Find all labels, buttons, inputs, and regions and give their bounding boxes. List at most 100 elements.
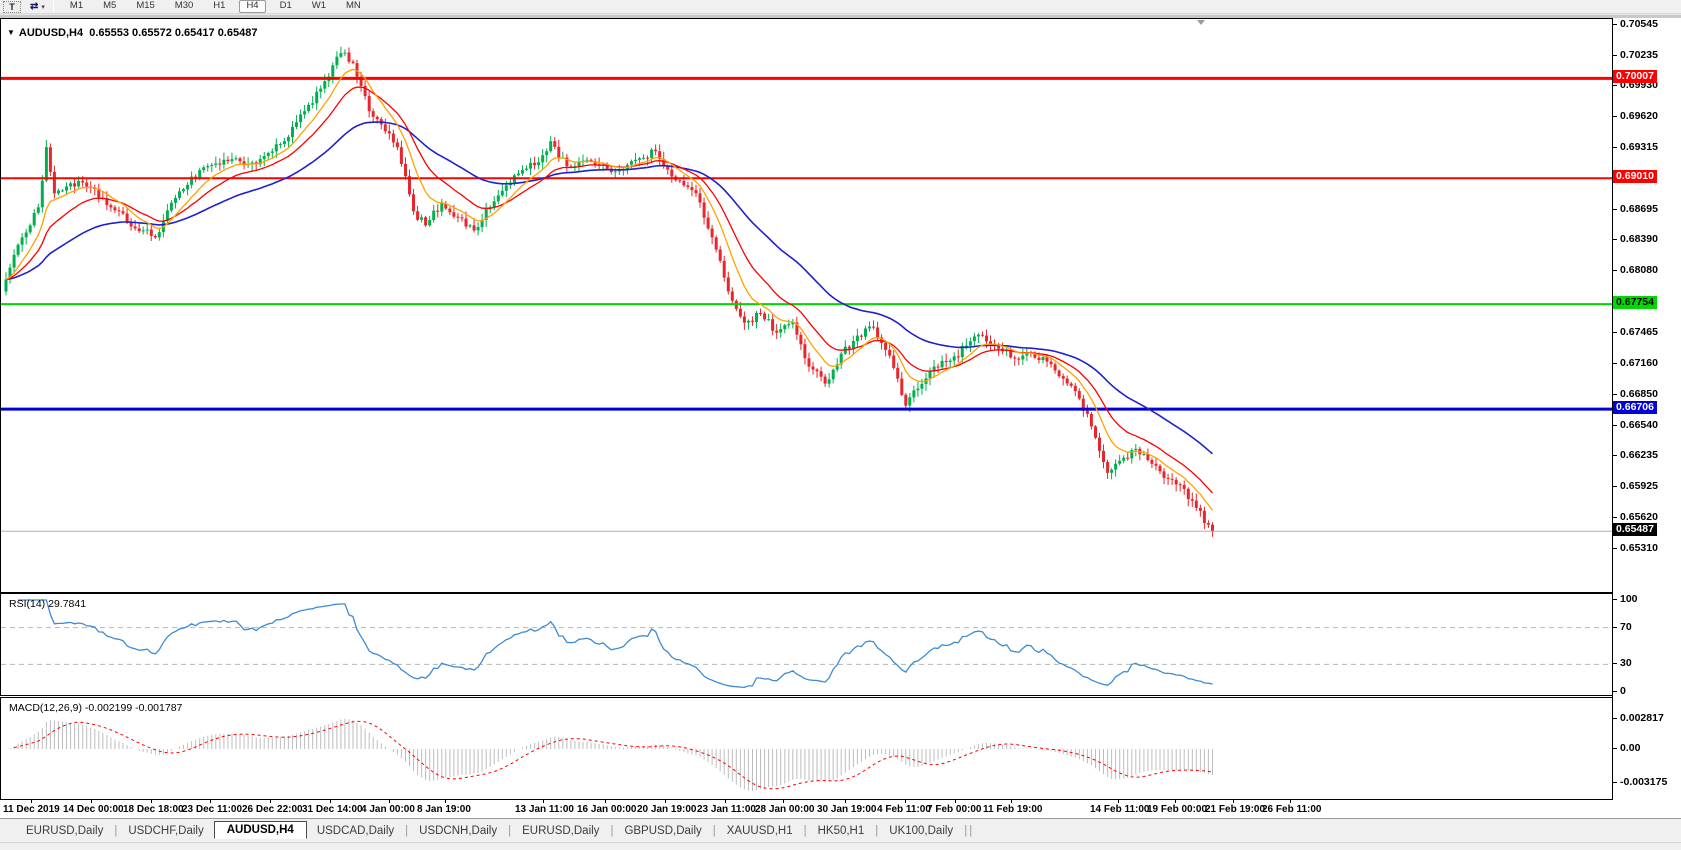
price-tick-label: 0.65310 xyxy=(1620,541,1658,554)
price-tick-label: 0.65620 xyxy=(1620,510,1658,523)
axis-tick xyxy=(1613,782,1617,784)
rsi-chart[interactable] xyxy=(1,594,1612,695)
axis-tick xyxy=(1613,208,1617,210)
timeframe-button-M30[interactable]: M30 xyxy=(174,0,194,11)
chart-tab-bar: EURUSD,Daily | USDCHF,Daily AUDUSD,H4 USDCAD… xyxy=(0,818,1681,842)
price-axis[interactable]: 0.70545 0.70235 0.69930 0.69620 0.69315 0.686… xyxy=(1613,18,1681,800)
chart-tab-xauusd-h1[interactable]: XAUUSD,H1 xyxy=(726,824,793,837)
chevron-down-icon[interactable]: ▾ xyxy=(41,3,45,11)
chart-tab-uk100-daily[interactable]: UK100,Daily xyxy=(889,824,954,837)
time-tick xyxy=(783,800,784,803)
title-triangle-icon[interactable]: ▼ xyxy=(7,28,15,37)
rsi-tick-label: 70 xyxy=(1620,620,1632,633)
time-tick-label: 21 Feb 19:00 xyxy=(1205,804,1266,815)
axis-tick xyxy=(1613,116,1617,118)
time-tick xyxy=(1175,800,1176,803)
timeframe-button-M1[interactable]: M1 xyxy=(69,0,84,11)
price-chart-panel[interactable]: ▼ AUDUSD,H4 0.65553 0.65572 0.65417 0.654… xyxy=(0,18,1613,593)
chart-tab-eurusd-daily[interactable]: EURUSD,Daily xyxy=(522,824,600,837)
chart-tab-usdcnh-daily[interactable]: USDCNH,Daily xyxy=(419,824,498,837)
axis-tick xyxy=(1613,455,1617,457)
timeframe-button-M15[interactable]: M15 xyxy=(136,0,155,11)
rsi-label: RSI(14) 29.7841 xyxy=(9,598,87,610)
timeframe-button-M5[interactable]: M5 xyxy=(103,0,117,11)
time-tick-label: 11 Dec 2019 xyxy=(3,804,60,815)
timeframe-button-H1[interactable]: H1 xyxy=(213,0,226,11)
chart-tab-hk50-h1[interactable]: HK50,H1 xyxy=(817,824,865,837)
macd-chart[interactable] xyxy=(1,698,1612,799)
axis-tick xyxy=(1613,85,1617,87)
price-tick-label: 0.69620 xyxy=(1620,110,1658,123)
time-tick xyxy=(955,800,956,803)
timeframe-button-W1[interactable]: W1 xyxy=(311,0,326,11)
axis-tick xyxy=(1613,717,1617,719)
time-tick-label: 7 Feb 00:00 xyxy=(927,804,982,815)
timeframe-buttons: M1 M5 M15 M30 H1 H4 D1 W1 MN xyxy=(64,0,367,13)
time-tick xyxy=(330,800,331,803)
axis-border xyxy=(1612,18,1613,800)
tab-separator: | xyxy=(803,824,807,837)
time-tick xyxy=(210,800,211,803)
price-line-label: 0.69010 xyxy=(1613,170,1657,184)
time-tick-label: 23 Jan 11:00 xyxy=(697,804,756,815)
time-tick-label: 23 Dec 11:00 xyxy=(182,804,243,815)
chart-symbol: AUDUSD,H4 xyxy=(18,27,84,39)
chart-tab-gbpusd-daily[interactable]: GBPUSD,Daily xyxy=(624,824,702,837)
text-tool-button[interactable]: T xyxy=(3,0,21,13)
time-tick xyxy=(151,800,152,803)
macd-tick-label: 0.002817 xyxy=(1620,711,1664,724)
price-line-label: 0.70007 xyxy=(1613,70,1657,84)
rsi-tick-label: 100 xyxy=(1620,593,1638,605)
time-tick xyxy=(389,800,390,803)
chart-title: ▼ AUDUSD,H4 0.65553 0.65572 0.65417 0.654… xyxy=(7,27,257,39)
macd-panel[interactable]: MACD(12,26,9) -0.002199 -0.001787 xyxy=(0,697,1613,800)
toolbar-separator xyxy=(52,1,54,12)
axis-tick xyxy=(1613,239,1617,241)
time-tick xyxy=(845,800,846,803)
rsi-panel[interactable]: RSI(14) 29.7841 xyxy=(0,593,1613,696)
tab-separator: | xyxy=(508,824,512,837)
chart-tab-audusd-h4[interactable]: AUDUSD,H4 xyxy=(213,821,307,839)
rsi-tick-label: 0 xyxy=(1620,685,1626,697)
price-tick-label: 0.70545 xyxy=(1620,17,1658,30)
time-tick-label: 11 Feb 19:00 xyxy=(983,804,1043,815)
time-tick-label: 30 Jan 19:00 xyxy=(817,804,877,815)
tab-separator: | xyxy=(964,824,968,837)
price-tick-label: 0.68080 xyxy=(1620,264,1658,277)
time-tick-label: 4 Jan 00:00 xyxy=(361,804,415,815)
chart-scrollbar[interactable] xyxy=(0,14,1681,18)
time-tick xyxy=(905,800,906,803)
time-tick xyxy=(31,800,32,803)
axis-tick xyxy=(1613,393,1617,395)
time-tick xyxy=(1233,800,1234,803)
time-tick-label: 19 Feb 00:00 xyxy=(1147,804,1208,815)
price-line-label: 0.67754 xyxy=(1613,296,1657,310)
chart-shift-marker[interactable] xyxy=(1197,20,1205,25)
axis-tick xyxy=(1613,516,1617,518)
axis-tick xyxy=(1613,486,1617,488)
time-tick-label: 4 Feb 11:00 xyxy=(877,804,931,815)
timeframe-button-MN[interactable]: MN xyxy=(346,0,361,11)
price-line-label: 0.65487 xyxy=(1613,523,1657,537)
time-tick-label: 8 Jan 19:00 xyxy=(417,804,471,815)
axis-tick xyxy=(1613,270,1617,272)
timeframe-button-H4[interactable]: H4 xyxy=(239,0,266,13)
tab-separator: | xyxy=(875,824,879,837)
time-axis[interactable]: 11 Dec 2019 14 Dec 00:00 18 Dec 18:00 23 De… xyxy=(0,800,1681,818)
chart-tab-eurusd-daily[interactable]: EURUSD,Daily xyxy=(26,824,104,837)
rsi-tick-label: 30 xyxy=(1620,657,1632,670)
price-tick-label: 0.68695 xyxy=(1620,202,1658,215)
time-tick-label: 16 Jan 00:00 xyxy=(577,804,637,815)
chart-tab-usdchf-daily[interactable]: USDCHF,Daily xyxy=(128,824,204,837)
price-tick-label: 0.66235 xyxy=(1620,449,1658,462)
axis-tick xyxy=(1613,146,1617,148)
axis-tick xyxy=(1613,748,1617,749)
axis-tick xyxy=(1613,547,1617,549)
time-tick-label: 13 Jan 11:00 xyxy=(515,804,574,815)
timeframe-button-D1[interactable]: D1 xyxy=(279,0,292,11)
chart-tab-usdcad-daily[interactable]: USDCAD,Daily xyxy=(316,824,395,837)
swap-arrows-icon[interactable]: ⇄ xyxy=(30,0,39,12)
candlestick-chart[interactable] xyxy=(1,19,1612,592)
axis-tick xyxy=(1613,23,1617,25)
axis-tick xyxy=(1613,362,1617,364)
